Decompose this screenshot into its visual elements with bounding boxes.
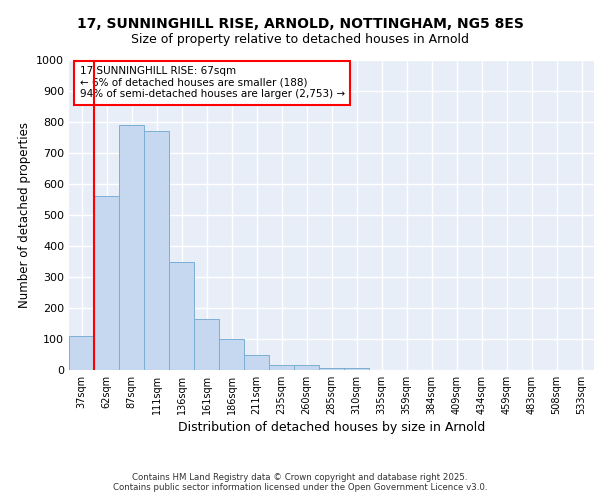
Y-axis label: Number of detached properties: Number of detached properties bbox=[17, 122, 31, 308]
Bar bbox=[169, 262, 194, 370]
Bar bbox=[94, 196, 119, 370]
Text: Contains HM Land Registry data © Crown copyright and database right 2025.
Contai: Contains HM Land Registry data © Crown c… bbox=[113, 473, 487, 492]
Bar bbox=[319, 368, 344, 370]
Bar bbox=[244, 354, 269, 370]
Bar bbox=[69, 336, 94, 370]
Bar bbox=[269, 366, 294, 370]
X-axis label: Distribution of detached houses by size in Arnold: Distribution of detached houses by size … bbox=[178, 421, 485, 434]
Bar bbox=[194, 319, 219, 370]
Bar bbox=[119, 125, 144, 370]
Bar bbox=[344, 368, 369, 370]
Text: 17 SUNNINGHILL RISE: 67sqm
← 6% of detached houses are smaller (188)
94% of semi: 17 SUNNINGHILL RISE: 67sqm ← 6% of detac… bbox=[79, 66, 344, 100]
Bar bbox=[294, 366, 319, 370]
Text: 17, SUNNINGHILL RISE, ARNOLD, NOTTINGHAM, NG5 8ES: 17, SUNNINGHILL RISE, ARNOLD, NOTTINGHAM… bbox=[77, 18, 523, 32]
Text: Size of property relative to detached houses in Arnold: Size of property relative to detached ho… bbox=[131, 32, 469, 46]
Bar bbox=[219, 339, 244, 370]
Bar bbox=[144, 132, 169, 370]
